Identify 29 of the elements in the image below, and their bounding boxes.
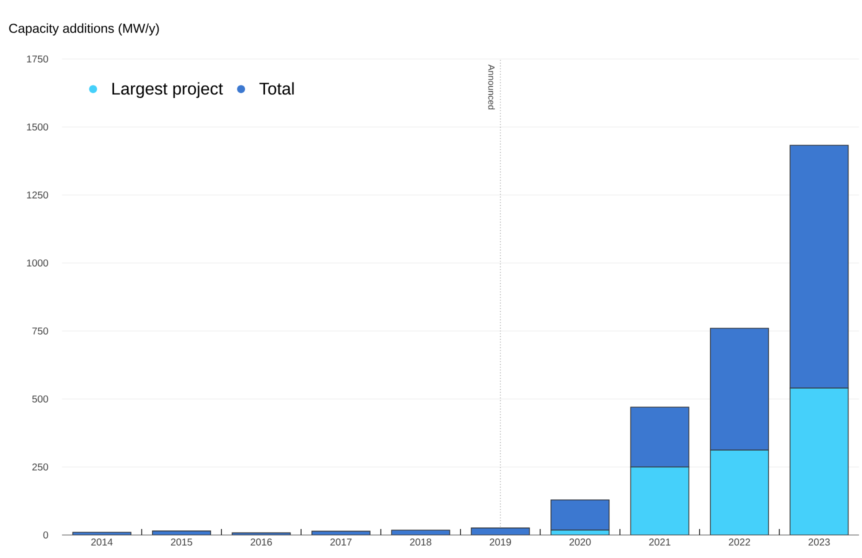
y-tick-label: 1250	[27, 191, 48, 199]
y-tick-label: 1500	[27, 123, 48, 131]
y-axis-title: Capacity additions (MW/y)	[9, 23, 159, 36]
y-tick-label: 250	[32, 463, 48, 471]
y-tick-label: 1750	[27, 55, 48, 63]
bar	[790, 388, 849, 535]
y-tick-label: 0	[43, 531, 48, 539]
bar	[710, 450, 769, 535]
x-tick-label: 2019	[490, 538, 511, 546]
x-tick-label: 2016	[250, 538, 272, 546]
bar	[550, 500, 610, 531]
bar	[630, 406, 690, 468]
x-tick-label: 2022	[728, 538, 750, 546]
legend-label: Largest project	[112, 82, 223, 98]
x-tick-label: 2021	[649, 538, 670, 546]
x-tick-label: 2014	[91, 538, 113, 546]
bar	[630, 466, 690, 535]
y-tick-label: 1000	[27, 259, 48, 267]
x-tick-label: 2017	[330, 538, 352, 546]
y-tick-label: 750	[32, 327, 48, 335]
y-tick-label: 500	[32, 395, 48, 403]
x-tick-label: 2023	[808, 538, 830, 546]
x-tick-label: 2020	[569, 538, 591, 546]
x-tick-label: 2015	[170, 538, 192, 546]
x-tick-label: 2018	[410, 538, 432, 546]
ref-line-label: Announced	[488, 64, 495, 110]
bar	[790, 144, 849, 389]
legend-label: Total	[259, 82, 294, 95]
bar	[710, 328, 769, 451]
